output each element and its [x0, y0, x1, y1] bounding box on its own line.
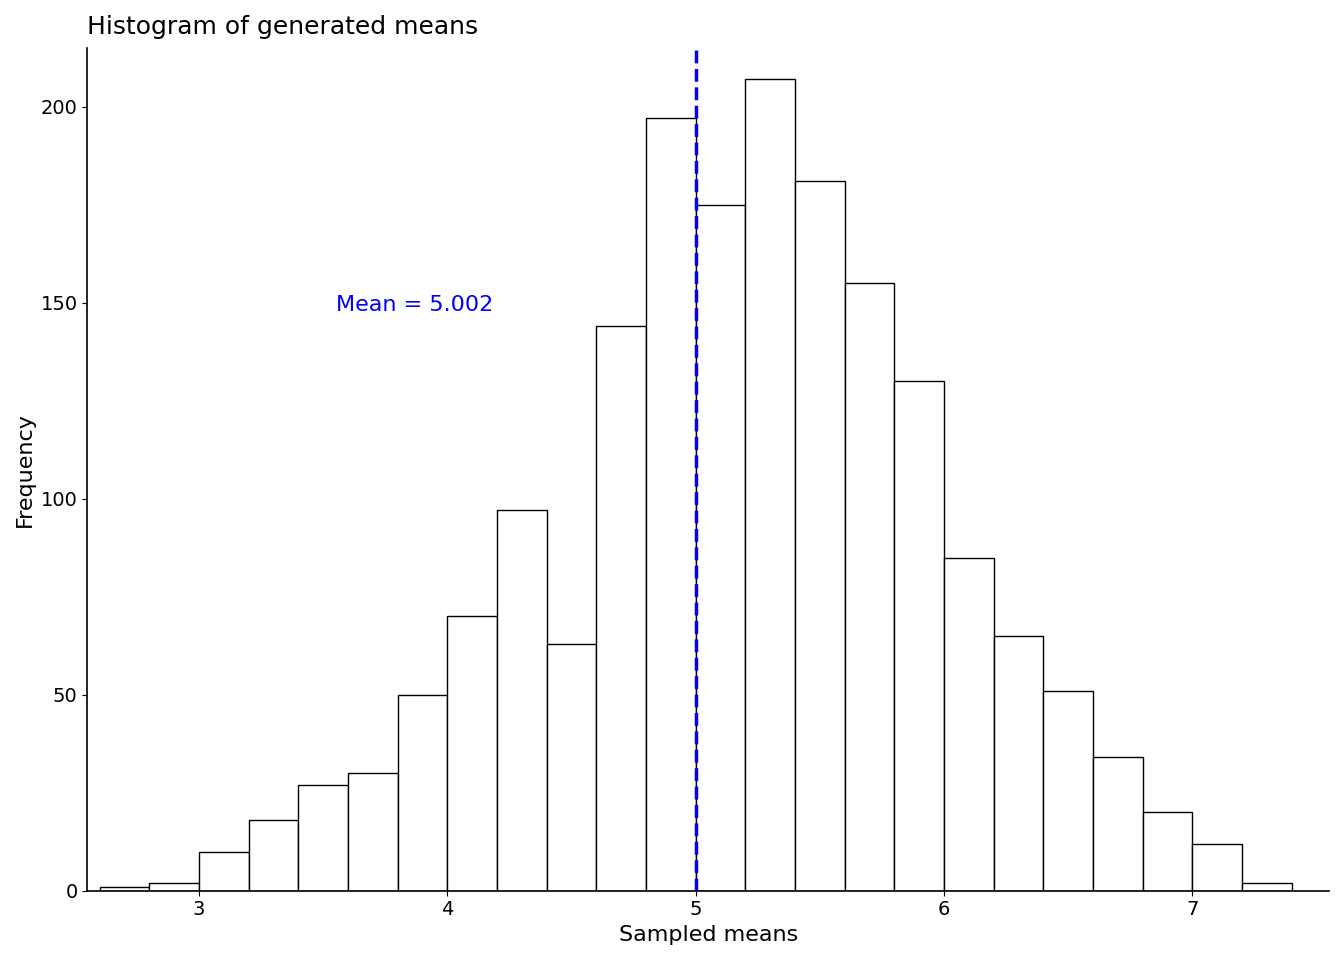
- Bar: [249, 820, 298, 891]
- Bar: [1093, 757, 1142, 891]
- Bar: [298, 785, 348, 891]
- Bar: [348, 773, 398, 891]
- Bar: [199, 852, 249, 891]
- Bar: [696, 204, 746, 891]
- Bar: [99, 887, 149, 891]
- Text: Mean = 5.002: Mean = 5.002: [336, 295, 493, 315]
- Bar: [547, 644, 597, 891]
- Text: Histogram of generated means: Histogram of generated means: [87, 15, 478, 39]
- X-axis label: Sampled means: Sampled means: [618, 925, 798, 945]
- Bar: [845, 283, 895, 891]
- Bar: [497, 511, 547, 891]
- Bar: [943, 558, 993, 891]
- Y-axis label: Frequency: Frequency: [15, 412, 35, 527]
- Bar: [398, 695, 448, 891]
- Bar: [746, 80, 796, 891]
- Bar: [597, 326, 646, 891]
- Bar: [895, 381, 943, 891]
- Bar: [149, 883, 199, 891]
- Bar: [646, 118, 696, 891]
- Bar: [1142, 812, 1192, 891]
- Bar: [1192, 844, 1242, 891]
- Bar: [993, 636, 1043, 891]
- Bar: [1043, 691, 1093, 891]
- Bar: [448, 616, 497, 891]
- Bar: [796, 181, 845, 891]
- Bar: [1242, 883, 1292, 891]
